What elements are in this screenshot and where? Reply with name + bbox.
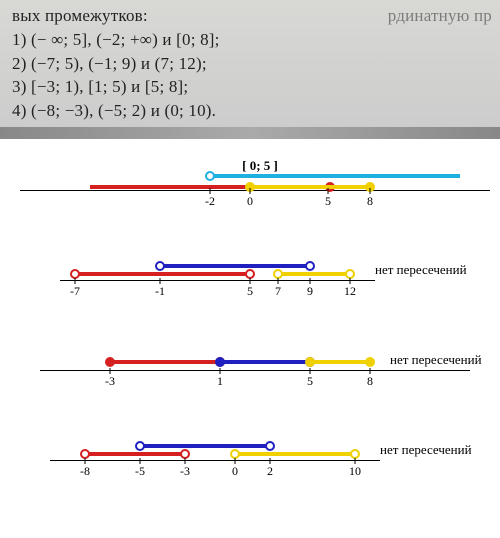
tick-label: 1 [217, 374, 223, 389]
endpoint-closed [305, 357, 315, 367]
tick-label: -2 [205, 194, 215, 209]
tick-label: 5 [247, 284, 253, 299]
answer-label: [ 0; 5 ] [242, 158, 278, 174]
interval-red [75, 272, 250, 276]
tick-label: 8 [367, 374, 373, 389]
tick-label: -3 [180, 464, 190, 479]
number-line-diagram: -2 0 5 8 [ 0; 5 ] [10, 152, 490, 227]
endpoint-closed [215, 357, 225, 367]
tick-label: -1 [155, 284, 165, 299]
interval-yellow [310, 360, 370, 364]
problem-item: 3) [−3; 1), [1; 5) и [5; 8]; [12, 75, 492, 99]
tick-label: 12 [344, 284, 356, 299]
tick-label: -5 [135, 464, 145, 479]
tick-label: 7 [275, 284, 281, 299]
tick-label: 0 [232, 464, 238, 479]
axis-line [20, 190, 490, 191]
tick-label: -7 [70, 284, 80, 299]
problem-item: 2) (−7; 5), (−1; 9) и (7; 12); [12, 52, 492, 76]
number-line-diagram: -3 1 5 8 нет пересечений [10, 332, 490, 407]
tick-label: 10 [349, 464, 361, 479]
endpoint-closed [105, 357, 115, 367]
tick-label: 9 [307, 284, 313, 299]
interval-blue [160, 264, 310, 268]
endpoint-open [265, 441, 275, 451]
number-line-diagram: -7 -1 5 7 9 12 нет пересечений [10, 242, 490, 317]
no-intersection-label: нет пересечений [390, 352, 482, 368]
endpoint-open [305, 261, 315, 271]
tick-label: 8 [367, 194, 373, 209]
header-fragment: вых промежутков: [12, 4, 148, 28]
problem-photo: вых промежутков: рдинатную пр 1) (− ∞; 5… [0, 0, 500, 132]
axis-line [50, 460, 380, 461]
number-line-diagram: -8 -5 -3 0 2 10 нет пересечений [10, 422, 490, 497]
interval-yellow [250, 185, 370, 189]
tick-label: -3 [105, 374, 115, 389]
tick-label: 5 [325, 194, 331, 209]
axis-line [40, 370, 470, 371]
diagrams-container: -2058[ 0; 5 ]-7-157912нет пересечений-31… [0, 132, 500, 532]
endpoint-open [155, 261, 165, 271]
endpoint-open [205, 171, 215, 181]
no-intersection-label: нет пересечений [375, 262, 467, 278]
endpoint-open [135, 441, 145, 451]
axis-line [60, 280, 375, 281]
interval-cyan [210, 174, 460, 178]
interval-yellow [278, 272, 350, 276]
endpoint-closed [365, 357, 375, 367]
interval-red [85, 452, 185, 456]
interval-blue [140, 444, 270, 448]
interval-red [110, 360, 220, 364]
problem-item: 4) (−8; −3), (−5; 2) и (0; 10). [12, 99, 492, 123]
interval-blue [220, 360, 310, 364]
tick-label: 0 [247, 194, 253, 209]
interval-yellow [235, 452, 355, 456]
tick-label: 2 [267, 464, 273, 479]
no-intersection-label: нет пересечений [380, 442, 472, 458]
problem-item: 1) (− ∞; 5], (−2; +∞) и [0; 8]; [12, 28, 492, 52]
tick-label: -8 [80, 464, 90, 479]
header-tail: рдинатную пр [388, 4, 492, 28]
tick-label: 5 [307, 374, 313, 389]
